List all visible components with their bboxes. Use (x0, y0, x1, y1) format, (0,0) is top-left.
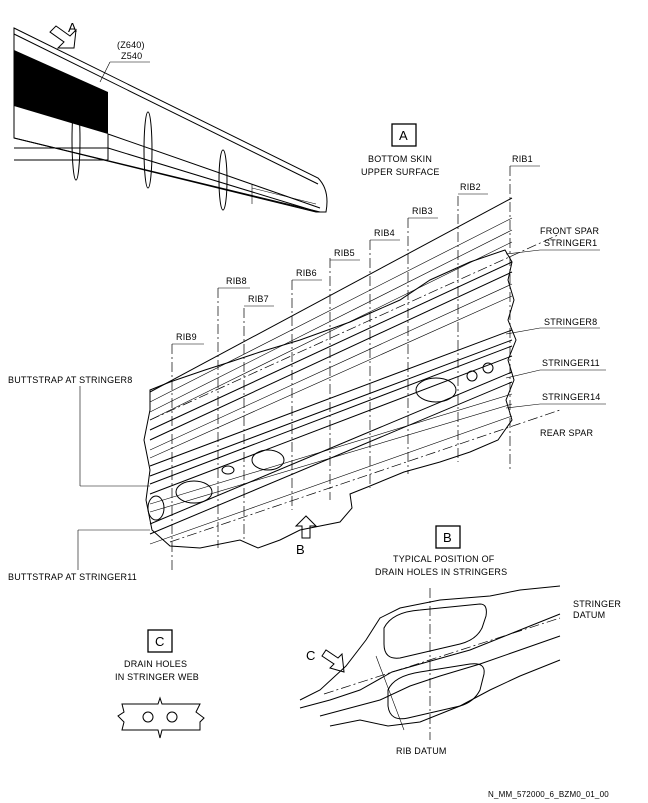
stringer14-label: STRINGER14 (542, 392, 601, 402)
view-c: C DRAIN HOLES IN STRINGER WEB (115, 629, 205, 739)
view-b-title-1: TYPICAL POSITION OF (393, 554, 495, 564)
view-c-arrow (321, 649, 345, 673)
rib-4-label: RIB4 (374, 228, 395, 238)
view-a-title-1: BOTTOM SKIN (368, 154, 432, 164)
rib-7-label: RIB7 (248, 294, 269, 304)
view-b-arrow (294, 515, 318, 539)
skin-panel: RIB1 RIB2 RIB3 RIB4 RIB5 RIB6 RIB7 RIB8 … (8, 154, 606, 582)
buttstrap8-label: BUTTSTRAP AT STRINGER8 (8, 375, 132, 385)
zone-label: Z540 (121, 51, 142, 61)
stringers (149, 217, 513, 545)
figure-reference: N_MM_572000_6_BZM0_01_00 (488, 790, 609, 799)
front-spar-label: FRONT SPAR (540, 226, 599, 236)
rib-3-label: RIB3 (412, 206, 433, 216)
view-a-header: A BOTTOM SKIN UPPER SURFACE (361, 123, 440, 177)
view-a-title-2: UPPER SURFACE (361, 167, 440, 177)
rib-2-label: RIB2 (460, 182, 481, 192)
view-c-box-letter: C (155, 634, 164, 649)
view-a-box-letter: A (399, 128, 408, 143)
view-c-arrow-letter: C (306, 648, 315, 663)
rib-1-label: RIB1 (512, 154, 533, 164)
stringer-datum-label-2: DATUM (573, 610, 605, 620)
rib-lines (171, 166, 511, 572)
view-b-arrow-letter: B (296, 542, 305, 557)
stringer8-label: STRINGER8 (544, 317, 597, 327)
view-b-box-letter: B (443, 530, 452, 545)
rib-labels: RIB1 RIB2 RIB3 RIB4 RIB5 RIB6 RIB7 RIB8 … (172, 154, 540, 345)
view-c-title-2: IN STRINGER WEB (115, 672, 199, 682)
rib-9-label: RIB9 (176, 332, 197, 342)
view-c-title-1: DRAIN HOLES (124, 659, 187, 669)
view-a-arrow-letter: A (68, 20, 77, 35)
rib-8-label: RIB8 (226, 276, 247, 286)
rib-6-label: RIB6 (296, 268, 317, 278)
stringer11-label: STRINGER11 (542, 358, 600, 368)
rib-5-label: RIB5 (334, 248, 355, 258)
stringer1-label: STRINGER1 (544, 238, 597, 248)
stringer-datum-label-1: STRINGER (573, 599, 621, 609)
rear-spar-label: REAR SPAR (540, 428, 593, 438)
view-b-title-2: DRAIN HOLES IN STRINGERS (375, 567, 507, 577)
zone-alt-label: (Z640) (117, 40, 145, 50)
buttstrap11-label: BUTTSTRAP AT STRINGER11 (8, 572, 137, 582)
view-b: B TYPICAL POSITION OF DRAIN HOLES IN STR… (299, 525, 621, 756)
zone-z540-shaded (14, 50, 108, 134)
left-labels: BUTTSTRAP AT STRINGER8 BUTTSTRAP AT STRI… (8, 375, 150, 582)
wing-planform: A (Z640) Z540 (13, 20, 328, 213)
right-labels: FRONT SPAR STRINGER1 STRINGER8 STRINGER1… (505, 226, 606, 438)
rib-datum-label: RIB DATUM (396, 746, 447, 756)
view-a-arrow (49, 25, 77, 49)
